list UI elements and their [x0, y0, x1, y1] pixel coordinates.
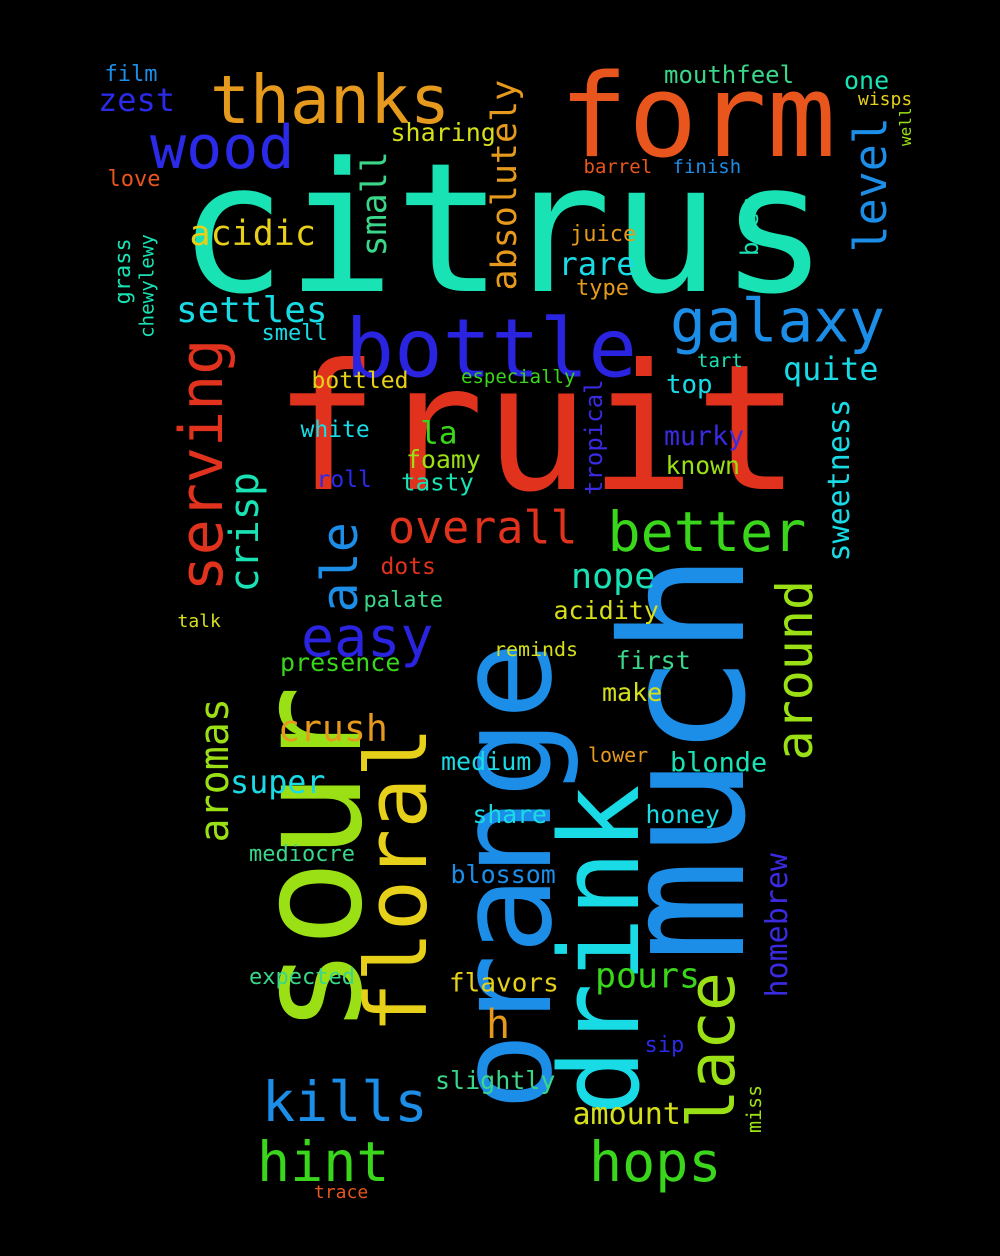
word-palate: palate	[363, 588, 443, 613]
word-well: well	[896, 107, 915, 146]
word-tropical: tropical	[580, 379, 608, 495]
word-form: form	[559, 50, 836, 184]
word-presence: presence	[280, 648, 401, 677]
word-h: h	[486, 1002, 511, 1048]
word-pours: pours	[595, 956, 700, 997]
word-chewylewy: chewylewy	[135, 234, 159, 338]
word-aromas: aromas	[192, 698, 238, 843]
word-blonde: blonde	[670, 747, 768, 779]
word-hops: hops	[589, 1130, 722, 1194]
word-foamy: foamy	[406, 445, 481, 475]
word-citrus: citrus	[178, 125, 829, 334]
word-around: around	[766, 579, 824, 761]
word-blossom: blossom	[450, 860, 556, 889]
word-overall: overall	[388, 501, 578, 554]
word-kills: kills	[262, 1070, 428, 1134]
word-homebrew: homebrew	[760, 853, 795, 998]
word-juice: juice	[570, 222, 637, 247]
word-acidic: acidic	[189, 214, 316, 254]
word-film: film	[104, 62, 158, 87]
word-murky: murky	[664, 421, 745, 453]
word-barrel: barrel	[583, 156, 653, 178]
word-super: super	[230, 765, 326, 802]
word-better: better	[607, 500, 807, 564]
word-rare: rare	[558, 245, 636, 283]
word-wood: wood	[150, 113, 295, 183]
word-lower: lower	[588, 743, 649, 767]
word-level: level	[844, 117, 897, 253]
word-one: one	[844, 66, 890, 95]
word-settles: settles	[176, 290, 328, 332]
word-crush: crush	[278, 706, 388, 750]
word-easy: easy	[301, 605, 434, 669]
word-known: known	[665, 451, 740, 481]
word-tasty: tasty	[401, 468, 474, 497]
word-first: first	[615, 646, 691, 675]
word-sip: sip	[644, 1033, 685, 1058]
word-smell: smell	[261, 321, 328, 346]
word-galaxy: galaxy	[670, 287, 885, 357]
word-acidity: acidity	[553, 596, 659, 625]
word-hint: hint	[257, 1130, 390, 1194]
word-love: love	[107, 167, 161, 192]
word-la: la	[420, 415, 458, 452]
word-trace: trace	[314, 1182, 369, 1203]
word-make: make	[602, 678, 663, 707]
word-mediocre: mediocre	[249, 842, 355, 867]
word-floral: floral	[348, 726, 447, 1034]
word-roll: roll	[316, 467, 372, 493]
word-ale: ale	[311, 522, 369, 613]
word-drink: drink	[536, 784, 664, 1116]
word-grass: grass	[111, 238, 136, 305]
word-medium: medium	[441, 747, 532, 776]
word-type: type	[576, 276, 629, 301]
word-share: share	[472, 800, 547, 830]
word-tart: tart	[697, 350, 743, 372]
word-thanks: thanks	[210, 60, 450, 139]
word-zest: zest	[98, 81, 176, 119]
word-quite: quite	[783, 352, 879, 389]
word-sharing: sharing	[390, 118, 496, 147]
word-slightly: slightly	[435, 1066, 556, 1095]
word-miss: miss	[742, 1084, 766, 1133]
word-amount: amount	[572, 1097, 681, 1132]
word-honey: honey	[645, 800, 720, 830]
word-finish: finish	[672, 156, 742, 178]
word-crisp: crisp	[222, 472, 268, 593]
word-fruit: fruit	[273, 328, 801, 531]
word-dots: dots	[380, 554, 436, 580]
word-wisps: wisps	[858, 89, 913, 110]
word-reminds: reminds	[494, 637, 579, 662]
word-bottle: bottle	[345, 302, 637, 397]
word-nope: nope	[571, 557, 656, 597]
word-sweetness: sweetness	[822, 398, 857, 562]
word-top: top	[666, 370, 713, 401]
word-beer: beer	[736, 198, 764, 256]
word-bottled: bottled	[311, 368, 409, 394]
word-talk: talk	[177, 611, 221, 632]
word-flavors: flavors	[449, 968, 559, 999]
word-expected: expected	[249, 965, 355, 990]
word-absolutely: absolutely	[485, 79, 525, 291]
word-especially: especially	[461, 366, 576, 388]
word-mouthfeel: mouthfeel	[664, 61, 795, 89]
word-white: white	[300, 417, 370, 443]
word-small: small	[355, 151, 395, 257]
